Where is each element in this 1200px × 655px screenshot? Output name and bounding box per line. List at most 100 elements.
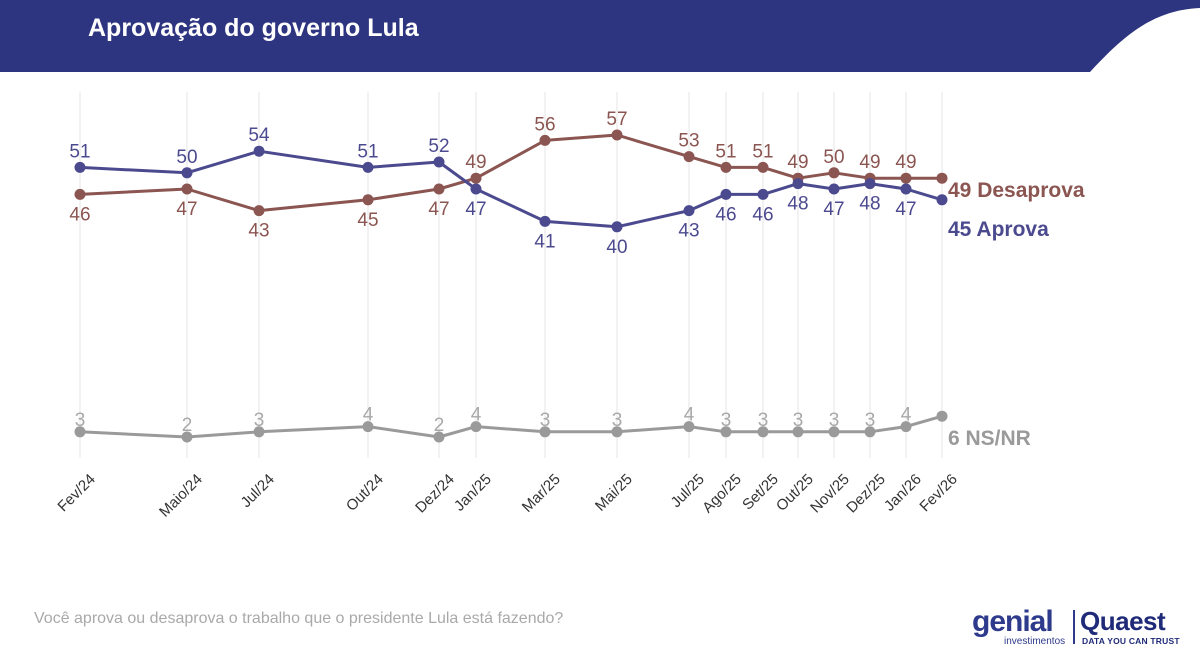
desaprova-data-label: 49 (859, 152, 880, 173)
desaprova-data-label: 49 (895, 152, 916, 173)
aprova-data-label: 41 (534, 231, 555, 252)
desaprova-point (470, 172, 482, 184)
aprova-data-label: 46 (752, 204, 773, 225)
nsnr-end-label: 6 NS/NR (948, 427, 1031, 450)
genial-logo-subtext: investimentos (1004, 636, 1066, 647)
desaprova-data-label: 56 (534, 114, 555, 135)
nsnr-point (611, 426, 623, 438)
desaprova-data-label: 49 (465, 152, 486, 173)
aprova-point (683, 205, 695, 217)
aprova-data-label: 48 (859, 194, 880, 215)
desaprova-data-label: 45 (357, 210, 378, 231)
desaprova-data-label: 46 (69, 204, 90, 225)
desaprova-end-label: 49 Desaprova (948, 179, 1085, 202)
nsnr-data-label: 3 (721, 410, 732, 431)
nsnr-point (74, 426, 86, 438)
aprova-data-label: 47 (823, 199, 844, 220)
desaprova-point (936, 172, 948, 184)
aprova-data-label: 43 (678, 221, 699, 242)
desaprova-point (828, 167, 840, 179)
desaprova-point (757, 161, 769, 173)
aprova-data-label: 47 (895, 199, 916, 220)
x-tick-label: Dez/24 (412, 471, 458, 517)
aprova-point (433, 156, 445, 168)
aprova-point (720, 188, 732, 200)
page-title: Aprovação do governo Lula (88, 14, 419, 42)
x-tick-label: Jan/25 (451, 471, 495, 515)
aprova-point (864, 178, 876, 190)
quaest-logo-text: Quaest (1080, 606, 1166, 636)
genial-logo-text: genial (972, 605, 1054, 638)
desaprova-point (362, 194, 374, 206)
aprova-data-label: 47 (465, 199, 486, 220)
nsnr-point (936, 410, 948, 422)
aprova-point (757, 188, 769, 200)
x-tick-label: Mar/25 (519, 471, 564, 516)
desaprova-data-label: 43 (248, 221, 269, 242)
aprova-point (792, 178, 804, 190)
nsnr-data-label: 3 (793, 410, 804, 431)
nsnr-data-label: 3 (829, 410, 840, 431)
desaprova-data-label: 49 (787, 152, 808, 173)
nsnr-data-label: 3 (612, 410, 623, 431)
x-tick-label: Jan/26 (881, 471, 925, 515)
aprova-point (936, 194, 948, 206)
x-tick-label: Out/24 (343, 471, 387, 515)
aprova-point (181, 167, 193, 179)
nsnr-data-label: 3 (758, 410, 769, 431)
x-tick-label: Dez/25 (843, 471, 889, 517)
nsnr-point (683, 421, 695, 433)
nsnr-point (792, 426, 804, 438)
header-banner (0, 0, 1200, 72)
nsnr-point (864, 426, 876, 438)
nsnr-data-label: 4 (363, 405, 374, 426)
aprova-data-label: 46 (715, 204, 736, 225)
x-tick-label: Fev/26 (916, 471, 960, 515)
aprova-point (611, 221, 623, 233)
nsnr-data-label: 4 (471, 405, 482, 426)
desaprova-data-label: 51 (752, 141, 773, 162)
nsnr-point (828, 426, 840, 438)
nsnr-line (79, 414, 943, 439)
aprova-line (79, 149, 943, 229)
nsnr-point (253, 426, 265, 438)
genial-logo: genial investimentos (972, 606, 1072, 648)
desaprova-line (79, 133, 942, 213)
desaprova-data-label: 50 (823, 147, 844, 168)
desaprova-point (611, 129, 623, 141)
desaprova-point (683, 151, 695, 163)
quaest-logo: Quaest DATA YOU CAN TRUST (1080, 606, 1180, 648)
aprova-point (253, 145, 265, 157)
aprova-data-label: 51 (69, 141, 90, 162)
desaprova-point (433, 183, 445, 195)
aprova-data-label: 52 (428, 136, 449, 157)
aprova-point (828, 183, 840, 195)
nsnr-data-label: 2 (182, 415, 193, 436)
aprova-data-label: 50 (176, 147, 197, 168)
aprova-point (74, 161, 86, 173)
nsnr-point (470, 421, 482, 433)
desaprova-data-label: 47 (176, 199, 197, 220)
x-tick-label: Nov/25 (807, 471, 853, 517)
aprova-data-label: 51 (357, 141, 378, 162)
desaprova-point (74, 188, 86, 200)
aprova-point (470, 183, 482, 195)
nsnr-point (900, 421, 912, 433)
nsnr-data-label: 3 (865, 410, 876, 431)
aprova-end-label: 45 Aprova (948, 218, 1049, 241)
nsnr-data-label: 3 (75, 410, 86, 431)
nsnr-point (720, 426, 732, 438)
aprova-data-label: 40 (606, 237, 627, 258)
desaprova-point (253, 205, 265, 217)
survey-question: Você aprova ou desaprova o trabalho que … (34, 610, 564, 627)
nsnr-data-label: 4 (901, 405, 912, 426)
desaprova-point (539, 134, 551, 146)
x-tick-label: Fev/24 (54, 471, 98, 515)
x-tick-label: Maio/24 (156, 471, 206, 521)
nsnr-point (539, 426, 551, 438)
nsnr-data-label: 4 (684, 405, 695, 426)
aprova-point (362, 161, 374, 173)
nsnr-data-label: 2 (434, 415, 445, 436)
desaprova-data-label: 57 (606, 109, 627, 130)
